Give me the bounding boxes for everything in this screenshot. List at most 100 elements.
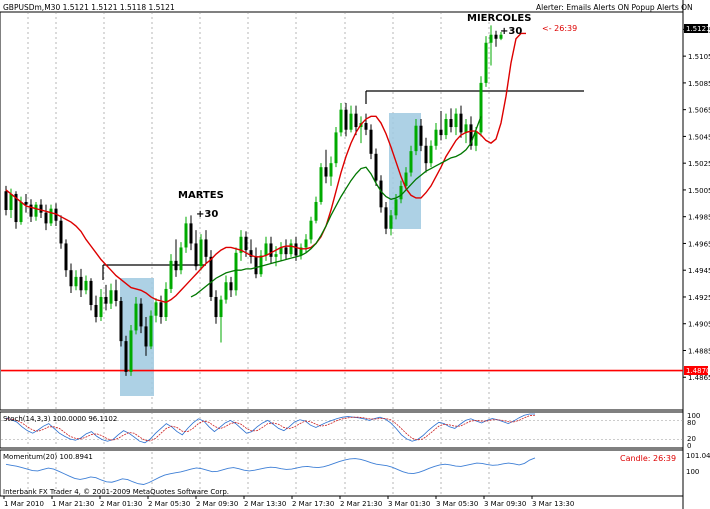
candle-body-74 [374,153,378,181]
momentum-tick-high: 101.045 [686,452,710,460]
candle-body-18 [94,304,98,318]
time-tick-label-7: 2 Mar 21:30 [340,500,382,508]
candle-body-73 [369,129,373,154]
candle-body-79 [399,185,403,200]
candle-body-99 [499,34,503,39]
time-axis-ticks: 1 Mar 2010 1 Mar 21:30 2 Mar 01:30 2 Mar 05… [3,496,574,508]
candle-body-45 [229,282,233,291]
candle-body-94 [474,132,478,146]
candle-body-5 [29,204,33,217]
candle-body-69 [349,113,353,130]
price-tick-label-1: 1.5105 [688,53,710,61]
miercoles-pips: +30 [500,26,522,37]
candle-body-3 [19,201,23,223]
candle-body-25 [129,330,133,372]
candle-body-41 [209,256,213,297]
price-tick-label-8: 1.4965 [688,240,710,248]
time-tick-label-1: 1 Mar 21:30 [52,500,94,508]
black-trendlines [102,90,584,280]
candle-body-81 [409,151,413,173]
momentum-label: Momentum(20) 100.8941 [3,453,93,461]
candle-body-75 [379,180,383,208]
price-tick-label-6: 1.5005 [688,187,710,195]
ma-green-line [190,116,482,298]
candle-body-77 [389,215,393,229]
candle-body-66 [334,132,338,164]
price-tick-label-2: 1.5085 [688,80,710,88]
price-tick-label-5: 1.5025 [688,160,710,168]
candle-body-7 [39,204,43,213]
candle-body-93 [469,124,473,146]
miercoles-label: MIERCOLES [467,13,531,24]
candle-body-78 [394,199,398,216]
candle-body-68 [344,109,348,130]
momentum-tick-100: 100 [686,468,699,476]
candle-body-98 [494,34,498,39]
candle-body-36 [184,223,188,248]
stoch-tick-80: 80 [687,419,696,427]
candle-body-8 [44,212,48,224]
price-tick-label-13: 1.4865 [688,374,710,382]
candle-body-55 [279,247,283,255]
ma-red-line [5,32,526,304]
candle-body-63 [319,167,323,202]
candle-body-80 [404,172,408,186]
martes-pips: +30 [196,209,218,220]
candle-body-92 [464,124,468,133]
candle-body-67 [339,109,343,133]
price-tick-label-3: 1.5065 [688,107,710,115]
candle-body-85 [429,145,433,164]
candle-body-95 [479,82,483,133]
alerts-text: Alerter: Emails Alerts ON Popup Alerts O… [536,3,693,12]
candle-body-49 [249,250,253,257]
candles [4,25,503,376]
price-axis-ticks: 1.51251.51051.50851.50651.50451.50251.50… [683,26,710,382]
candle-body-34 [174,260,178,271]
candle-body-4 [24,201,28,205]
time-tick-label-3: 2 Mar 05:30 [148,500,190,508]
candle-body-29 [149,315,153,347]
candle-body-54 [274,254,278,257]
martes-label: MARTES [178,190,224,201]
momentum-line [5,457,536,485]
candle-body-58 [294,243,298,256]
candle-body-24 [124,341,128,372]
stoch-tick-100: 100 [687,412,700,420]
time-tick-label-2: 2 Mar 01:30 [100,500,142,508]
time-tick-label-9: 3 Mar 05:30 [436,500,478,508]
moving-averages [5,32,526,304]
candle-body-42 [214,296,218,318]
candle-body-90 [454,113,458,128]
candle-body-2 [14,193,18,223]
symbol-line: GBPUSDm,M30 1.5121 1.5121 1.5118 1.5121 [3,3,175,12]
candle-body-1 [9,193,13,210]
candle-body-97 [489,34,493,43]
price-tick-label-12: 1.4885 [688,347,710,355]
candle-body-12 [64,243,68,271]
candle-body-89 [449,119,453,128]
candle-body-33 [169,260,173,289]
stoch-label: Stoch(14,3,3) 100.0000 96.1102 [3,415,117,423]
candle-body-91 [459,113,463,133]
candle-body-60 [304,239,308,248]
candle-body-37 [189,223,193,244]
candle-body-38 [194,243,198,267]
level-price-text: 1.4870 [686,367,710,375]
candle-body-51 [259,255,263,275]
candle-body-52 [264,243,268,256]
candle-body-61 [309,220,313,240]
price-tick-label-7: 1.4985 [688,214,710,222]
time-tick-label-0: 1 Mar 2010 [4,500,44,508]
candle-body-82 [414,125,418,152]
candle-body-16 [84,280,88,291]
candle-body-46 [234,252,238,291]
candle-body-76 [384,207,388,229]
candle-body-62 [314,201,318,221]
candle-body-35 [179,247,183,271]
candle-timer: Candle: 26:39 [620,454,676,463]
candle-body-84 [424,145,428,164]
candle-body-14 [74,276,78,287]
candle-body-64 [324,167,328,177]
candle-body-83 [419,125,423,146]
time-tick-label-4: 2 Mar 09:30 [196,500,238,508]
